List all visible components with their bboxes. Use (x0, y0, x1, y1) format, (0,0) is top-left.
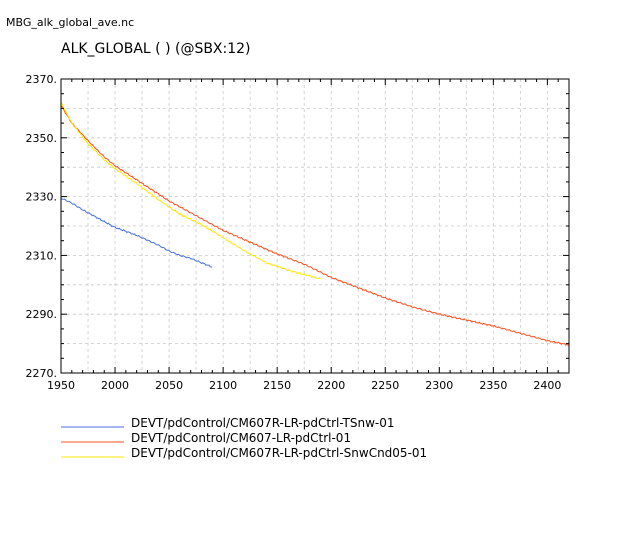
y-tick-label: 2310. (26, 249, 58, 262)
series-line-1 (60, 197, 213, 268)
x-tick-label: 2000 (101, 379, 129, 392)
x-tick-label: 2400 (533, 379, 561, 392)
file-title: MBG_alk_global_ave.nc (6, 16, 135, 29)
legend-label-2: DEVT/pdControl/CM607-LR-pdCtrl-01 (131, 431, 351, 445)
series-lines (60, 102, 570, 346)
x-tick-label: 2200 (317, 379, 345, 392)
legend-label-1: DEVT/pdControl/CM607R-LR-pdCtrl-TSnw-01 (131, 416, 395, 430)
y-tick-label: 2370. (26, 73, 58, 86)
y-tick-label: 2330. (26, 191, 58, 204)
chart-title: ALK_GLOBAL ( ) (@SBX:12) (61, 41, 251, 57)
x-tick-label: 2350 (479, 379, 507, 392)
series-line-2 (60, 105, 570, 346)
legend-label-3: DEVT/pdControl/CM607R-LR-pdCtrl-SnwCnd05… (131, 446, 427, 460)
axis-tick-labels: 1950 2000 2050 2100 2150 2200 2250 2300 2350 2400… (26, 73, 562, 392)
x-tick-label: 2300 (425, 379, 453, 392)
y-tick-label: 2270. (26, 367, 58, 380)
x-tick-label: 2050 (155, 379, 183, 392)
gridlines (60, 78, 569, 374)
axis-ticks (60, 78, 570, 374)
legend: DEVT/pdControl/CM607R-LR-pdCtrl-TSnw-01D… (61, 416, 427, 460)
x-tick-label: 2250 (371, 379, 399, 392)
y-tick-label: 2290. (26, 308, 58, 321)
x-tick-label: 2150 (263, 379, 291, 392)
series-line-3 (60, 102, 321, 280)
x-tick-label: 2100 (209, 379, 237, 392)
y-tick-label: 2350. (26, 132, 58, 145)
x-tick-label: 1950 (47, 379, 75, 392)
